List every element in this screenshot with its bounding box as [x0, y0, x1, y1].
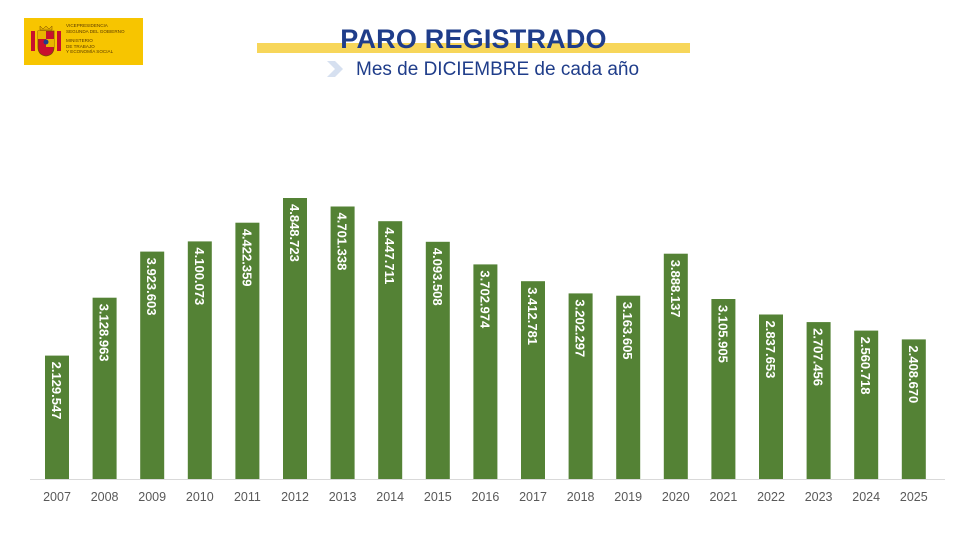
- bar-2012: [283, 198, 307, 479]
- bar-2020: [663, 253, 688, 479]
- data-label: 3.163.605: [620, 302, 635, 360]
- x-tick-label: 2024: [852, 490, 880, 504]
- logo-text: VICEPRESIDENCIA SEGUNDA DEL GOBIERNO MIN…: [66, 23, 142, 55]
- x-tick-label: 2022: [757, 490, 785, 504]
- data-label: 3.923.603: [144, 258, 159, 316]
- data-label: 2.707.456: [811, 328, 826, 386]
- bar-2024: [854, 330, 879, 479]
- bar-2009: [140, 251, 165, 479]
- chevron-right-icon: [327, 61, 343, 77]
- government-logo: VICEPRESIDENCIA SEGUNDA DEL GOBIERNO MIN…: [24, 18, 143, 65]
- title-underline-band: [257, 43, 690, 53]
- x-tick-label: 2012: [281, 490, 309, 504]
- chart-title: PARO REGISTRADO: [340, 24, 607, 54]
- data-label: 3.105.905: [715, 305, 730, 363]
- x-tick-label: 2011: [234, 490, 261, 504]
- x-tick-label: 2021: [709, 490, 737, 504]
- x-tick-label: 2010: [186, 490, 214, 504]
- chart-subtitle: Mes de DICIEMBRE de cada año: [356, 59, 640, 80]
- data-label: 4.848.723: [287, 204, 302, 262]
- bar-2019: [616, 295, 641, 479]
- x-tick-label: 2023: [805, 490, 833, 504]
- data-label: 4.100.073: [192, 247, 207, 305]
- logo-line: Y ECONOMÍA SOCIAL: [66, 49, 114, 55]
- x-tick-label: 2007: [43, 490, 71, 504]
- logo-line: MINISTERIO: [66, 38, 93, 44]
- data-label: 3.128.963: [97, 304, 112, 362]
- data-label: 3.412.781: [525, 287, 540, 345]
- data-label: 2.129.547: [49, 362, 64, 420]
- logo-line: VICEPRESIDENCIA: [66, 23, 108, 28]
- x-tick-label: 2019: [614, 490, 642, 504]
- x-tick-label: 2018: [567, 490, 595, 504]
- data-label: 4.701.338: [335, 213, 350, 271]
- data-label: 3.202.297: [573, 299, 588, 357]
- bar-2015: [425, 241, 450, 479]
- data-label: 3.888.137: [668, 260, 683, 318]
- bar-2011: [235, 222, 260, 479]
- x-tick-label: 2009: [138, 490, 166, 504]
- data-label: 2.408.670: [906, 345, 921, 403]
- bar-2025: [901, 339, 926, 479]
- logo-line: SEGUNDA DEL GOBIERNO: [66, 28, 125, 34]
- bar-2013: [330, 206, 355, 479]
- x-tick-label: 2025: [900, 490, 928, 504]
- logo-line: DE TRABAJO: [66, 43, 95, 49]
- x-tick-label: 2016: [471, 490, 499, 504]
- coat-of-arms-icon: [31, 25, 61, 57]
- x-tick-label: 2015: [424, 490, 452, 504]
- data-label: 2.837.653: [763, 321, 778, 379]
- bar-2014: [378, 221, 403, 479]
- bar-2016: [473, 264, 498, 479]
- data-label: 4.093.508: [430, 248, 445, 306]
- data-label: 4.447.711: [382, 227, 397, 284]
- x-tick-label: 2014: [376, 490, 404, 504]
- data-label: 2.560.718: [858, 337, 873, 395]
- data-label: 3.702.974: [477, 270, 492, 329]
- x-tick-label: 2020: [662, 490, 690, 504]
- bar-2017: [521, 281, 545, 479]
- x-tick-label: 2017: [519, 490, 547, 504]
- x-tick-label: 2013: [329, 490, 357, 504]
- x-tick-label: 2008: [91, 490, 119, 504]
- bar-2021: [711, 299, 736, 479]
- bar-2010: [187, 241, 212, 479]
- data-label: 4.422.359: [239, 229, 254, 287]
- bar-2023: [806, 322, 831, 479]
- bar-2022: [759, 314, 783, 479]
- bar-2018: [568, 293, 593, 479]
- bar-2007: [45, 355, 69, 479]
- bar-2008: [92, 297, 117, 479]
